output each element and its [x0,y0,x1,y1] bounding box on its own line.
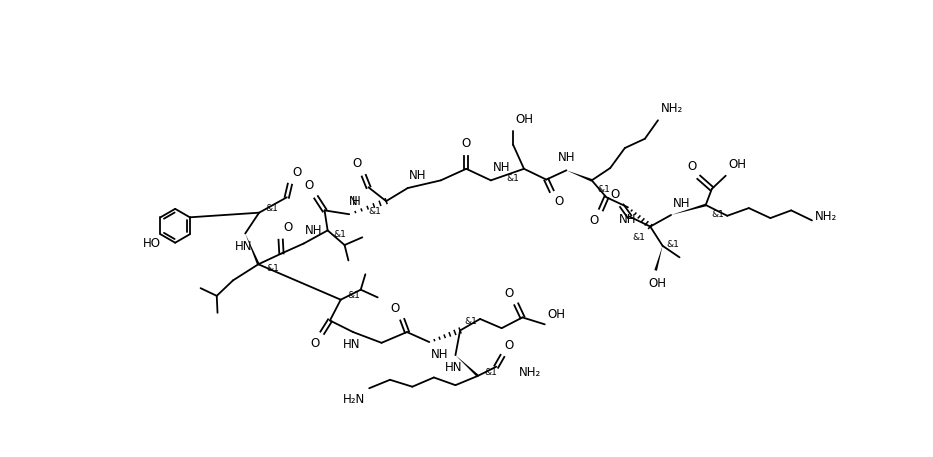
Text: NH: NH [558,151,575,164]
Text: &1: &1 [666,240,679,249]
Text: NH: NH [305,224,323,237]
Text: O: O [304,179,313,192]
Text: &1: &1 [265,203,278,213]
Text: NH: NH [431,348,449,361]
Text: H₂N: H₂N [343,393,366,406]
Text: O: O [505,339,514,352]
Text: OH: OH [729,158,746,171]
Text: O: O [353,157,361,170]
Text: O: O [590,214,599,227]
Text: &1: &1 [266,264,279,273]
Text: NH: NH [493,161,510,174]
Text: HN: HN [235,239,253,253]
Text: &1: &1 [507,174,520,183]
Text: &1: &1 [633,233,646,242]
Text: &1: &1 [347,292,360,300]
Text: HO: HO [144,237,161,250]
Text: O: O [610,188,620,201]
Text: &1: &1 [465,317,478,326]
Text: NH₂: NH₂ [661,102,683,115]
Text: OH: OH [516,113,534,127]
Polygon shape [566,170,592,181]
Text: NH: NH [673,197,690,210]
Text: &1: &1 [334,230,347,239]
Text: NH: NH [410,169,426,182]
Text: N: N [349,195,358,208]
Text: &1: &1 [711,210,724,218]
Polygon shape [455,355,479,377]
Text: O: O [505,287,514,300]
Polygon shape [245,234,259,265]
Text: &1: &1 [484,367,496,377]
Text: HN: HN [342,338,360,351]
Polygon shape [671,204,706,215]
Text: O: O [283,221,292,234]
Text: O: O [688,159,696,173]
Text: O: O [462,137,471,150]
Text: NH₂: NH₂ [519,366,541,378]
Text: &1: &1 [369,207,382,216]
Text: NH₂: NH₂ [815,210,837,223]
Text: O: O [391,302,400,315]
Polygon shape [654,246,662,271]
Text: &1: &1 [597,185,610,194]
Text: NH: NH [620,213,636,227]
Text: OH: OH [548,308,565,321]
Text: O: O [554,195,564,208]
Text: H: H [353,195,361,208]
Text: OH: OH [648,276,666,290]
Text: O: O [311,337,320,351]
Text: HN: HN [445,361,463,374]
Text: O: O [292,166,301,179]
